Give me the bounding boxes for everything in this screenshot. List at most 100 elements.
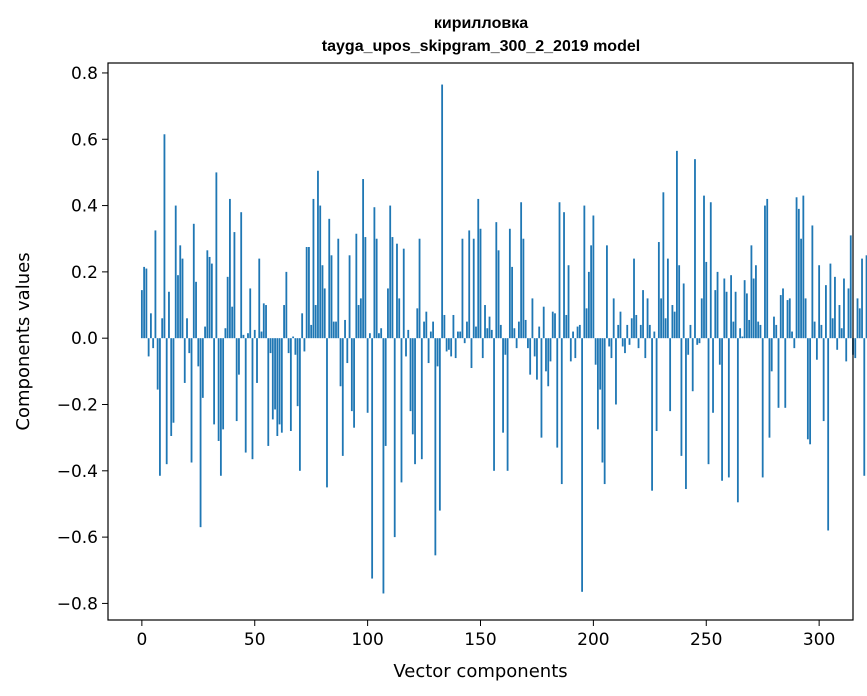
y-tick-label: −0.4 bbox=[57, 462, 98, 482]
bar-12 bbox=[168, 291, 170, 339]
bar-31 bbox=[210, 263, 213, 339]
bar-236 bbox=[673, 311, 676, 339]
bar-234 bbox=[669, 338, 672, 412]
bar-39 bbox=[229, 198, 231, 339]
bar-104 bbox=[375, 238, 378, 339]
bar-174 bbox=[533, 338, 536, 357]
bar-290 bbox=[795, 197, 798, 339]
chart-title-line-2: tayga_upos_skipgram_300_2_2019 model bbox=[322, 38, 640, 55]
bar-50 bbox=[253, 329, 256, 339]
bar-105 bbox=[378, 333, 380, 339]
bar-294 bbox=[804, 298, 807, 339]
bar-286 bbox=[786, 300, 789, 339]
bar-111 bbox=[391, 237, 394, 339]
bar-180 bbox=[547, 338, 550, 387]
bar-206 bbox=[606, 245, 608, 339]
bar-207 bbox=[608, 338, 611, 347]
bar-19 bbox=[183, 338, 186, 383]
bar-217 bbox=[630, 318, 633, 339]
bar-44 bbox=[240, 212, 243, 339]
bar-6 bbox=[154, 230, 157, 339]
bar-85 bbox=[332, 321, 335, 339]
bar-167 bbox=[517, 321, 520, 339]
bar-113 bbox=[396, 243, 398, 339]
bar-158 bbox=[497, 250, 500, 339]
bar-298 bbox=[813, 321, 816, 339]
bar-258 bbox=[723, 278, 726, 339]
y-tick-label: 0.8 bbox=[71, 64, 98, 84]
bar-211 bbox=[617, 324, 620, 339]
bar-68 bbox=[294, 338, 297, 355]
bar-304 bbox=[827, 338, 830, 531]
bar-312 bbox=[845, 338, 848, 362]
bar-52 bbox=[258, 258, 261, 339]
bar-9 bbox=[161, 318, 164, 339]
bar-93 bbox=[350, 338, 353, 412]
bar-285 bbox=[784, 338, 787, 408]
bar-220 bbox=[637, 338, 640, 349]
bar-248 bbox=[700, 298, 703, 339]
bar-18 bbox=[181, 258, 184, 339]
bar-37 bbox=[224, 328, 227, 339]
bar-229 bbox=[657, 242, 660, 339]
bar-60 bbox=[276, 338, 279, 436]
bar-48 bbox=[249, 288, 252, 339]
bar-253 bbox=[712, 338, 714, 413]
bar-256 bbox=[718, 338, 721, 365]
bar-199 bbox=[590, 245, 593, 339]
bar-133 bbox=[441, 84, 444, 339]
bar-305 bbox=[829, 263, 832, 339]
bar-189 bbox=[567, 265, 570, 339]
bar-117 bbox=[405, 338, 407, 357]
bar-224 bbox=[646, 298, 649, 339]
bar-320 bbox=[863, 338, 866, 476]
bar-32 bbox=[213, 338, 216, 425]
bar-240 bbox=[682, 283, 685, 339]
bar-64 bbox=[285, 271, 288, 339]
bar-227 bbox=[653, 331, 656, 339]
y-axis-label: Components values bbox=[13, 252, 34, 430]
bar-193 bbox=[576, 326, 579, 339]
bar-237 bbox=[676, 150, 678, 339]
bar-67 bbox=[292, 336, 295, 339]
bar-126 bbox=[425, 311, 428, 339]
chart-title-line-1: кириллoвка bbox=[434, 15, 528, 32]
x-tick-label: 150 bbox=[464, 630, 496, 650]
bar-280 bbox=[773, 316, 775, 339]
bar-262 bbox=[732, 321, 735, 339]
bar-38 bbox=[226, 276, 229, 339]
bar-203 bbox=[599, 338, 602, 390]
bar-120 bbox=[411, 338, 414, 435]
bar-260 bbox=[727, 338, 730, 478]
bar-214 bbox=[624, 338, 626, 354]
bar-30 bbox=[208, 256, 211, 339]
bar-154 bbox=[488, 316, 491, 339]
bar-198 bbox=[587, 271, 590, 339]
bar-267 bbox=[743, 280, 746, 339]
bar-295 bbox=[806, 338, 809, 440]
bar-124 bbox=[420, 338, 423, 460]
bar-118 bbox=[407, 329, 410, 339]
bar-195 bbox=[581, 338, 583, 592]
bar-177 bbox=[540, 338, 543, 438]
bar-261 bbox=[730, 275, 732, 339]
bar-218 bbox=[633, 258, 635, 339]
bar-231 bbox=[662, 192, 665, 339]
bar-106 bbox=[380, 328, 383, 339]
bar-191 bbox=[572, 331, 574, 339]
bar-282 bbox=[777, 338, 780, 408]
bar-122 bbox=[416, 308, 419, 339]
bar-184 bbox=[556, 338, 559, 448]
bar-296 bbox=[809, 338, 812, 445]
bar-25 bbox=[197, 338, 200, 367]
bar-242 bbox=[687, 338, 690, 355]
bar-61 bbox=[278, 338, 281, 425]
bar-51 bbox=[256, 338, 258, 383]
bar-287 bbox=[788, 298, 791, 339]
bars-group bbox=[140, 84, 867, 594]
bar-155 bbox=[490, 329, 493, 339]
bar-232 bbox=[664, 318, 667, 339]
bar-77 bbox=[314, 305, 317, 339]
bar-172 bbox=[529, 338, 532, 375]
